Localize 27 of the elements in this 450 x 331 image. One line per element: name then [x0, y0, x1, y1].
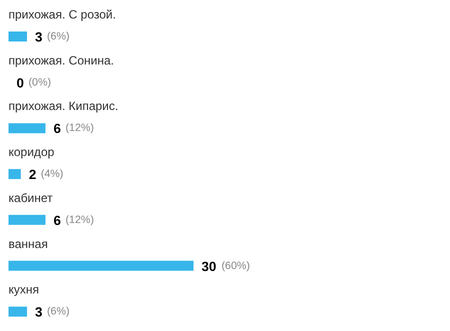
bar [8, 306, 27, 317]
bar [8, 123, 46, 134]
data-label: 3 [35, 304, 42, 320]
y-tick-label: прихожая. Сонина. [8, 53, 114, 68]
y-tick-label: кухня [8, 282, 40, 297]
annotation: (6%) [47, 306, 70, 318]
data-label: 6 [54, 121, 61, 136]
annotation: (12%) [66, 122, 94, 134]
annotation: (12%) [66, 214, 94, 226]
annotation: (6%) [47, 30, 70, 42]
data-label: 30 [202, 258, 216, 274]
y-tick-label: прихожая. Кипарис. [8, 99, 118, 114]
annotation: (0%) [28, 76, 51, 88]
y-tick-label: коридор [8, 145, 55, 160]
annotation: (60%) [222, 260, 250, 272]
y-tick-label: прихожая. С розой. [8, 8, 116, 22]
bar [8, 169, 21, 180]
data-label: 3 [35, 30, 42, 44]
data-label: 6 [54, 212, 61, 228]
bar [8, 260, 194, 271]
data-label: 0 [16, 75, 24, 90]
y-tick-label: кабинет [8, 190, 54, 205]
annotation: (4%) [40, 168, 64, 180]
bar [8, 214, 46, 225]
y-tick-label: ванная [8, 236, 48, 251]
data-label: 2 [28, 167, 36, 182]
bar [8, 32, 27, 42]
